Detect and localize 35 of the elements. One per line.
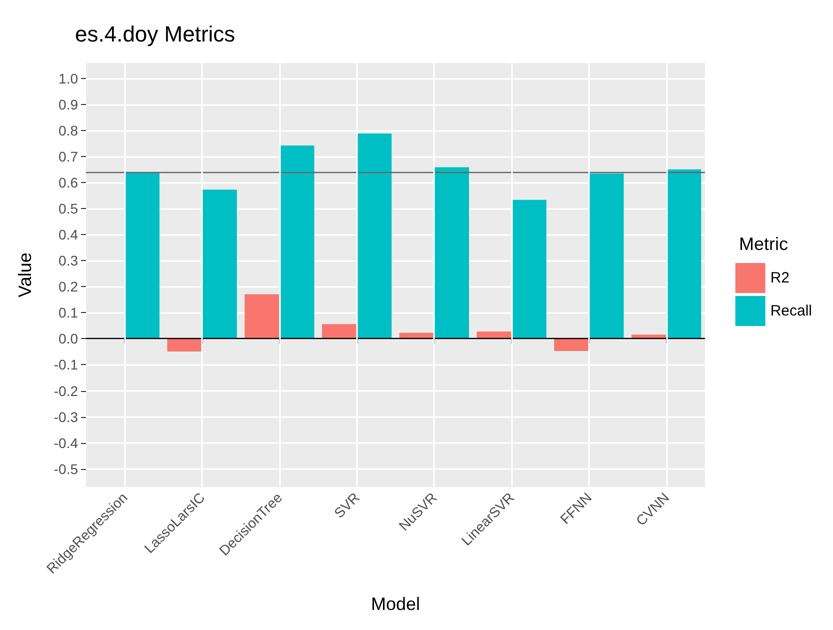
y-tick-label: 0.8 (58, 122, 78, 139)
y-tick-label: 0.9 (58, 96, 78, 113)
bar (244, 294, 280, 339)
y-tick-label: -0.2 (54, 382, 78, 399)
y-tick-label: 0.2 (58, 278, 78, 295)
y-axis-title: Value (15, 252, 35, 298)
x-axis-title: Model (370, 594, 420, 614)
y-tick-label: 0.4 (58, 226, 78, 243)
y-tick-label: 0.1 (58, 304, 78, 321)
y-tick-label: 1.0 (58, 70, 78, 87)
y-tick-label: -0.4 (54, 434, 78, 451)
bar (554, 338, 589, 351)
y-tick-label: 0.5 (58, 200, 78, 217)
bar (279, 145, 314, 339)
bar (322, 324, 357, 339)
legend-label: Recall (770, 302, 812, 320)
y-tick-label: 0.7 (58, 148, 78, 165)
legend-label: R2 (770, 270, 790, 286)
y-tick-label: 0.3 (58, 252, 78, 269)
bar (202, 190, 237, 339)
bar (399, 332, 434, 339)
bar (356, 133, 392, 339)
bar (512, 200, 546, 339)
bar (588, 174, 624, 339)
bar (124, 172, 160, 339)
y-tick-label: -0.5 (54, 460, 78, 477)
bar (167, 338, 202, 352)
y-tick-label: -0.3 (54, 408, 78, 425)
bar (666, 169, 702, 339)
bar (434, 167, 470, 339)
legend-title: Metric (739, 234, 788, 254)
chart-title: es.4.doy Metrics (75, 22, 236, 46)
y-tick-label: 0.6 (58, 174, 78, 191)
y-tick-label: 0.0 (58, 330, 78, 347)
y-tick-label: -0.1 (54, 356, 78, 373)
